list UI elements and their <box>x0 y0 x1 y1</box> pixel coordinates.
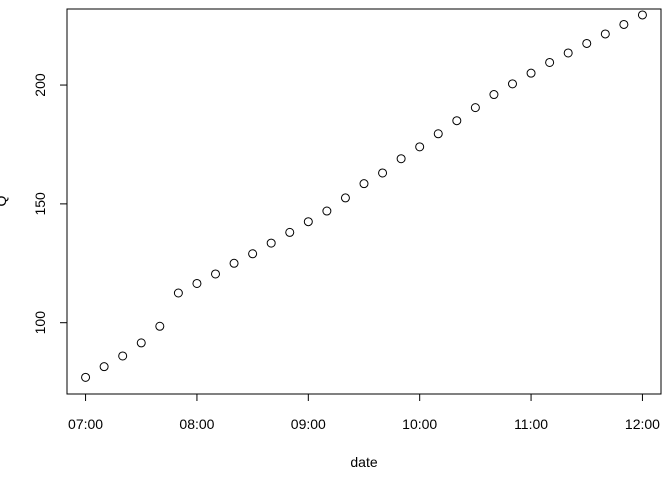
x-tick-label: 07:00 <box>68 416 103 432</box>
data-point <box>378 168 388 178</box>
data-point <box>99 362 109 372</box>
x-tick-label: 09:00 <box>291 416 326 432</box>
x-tick-label: 08:00 <box>179 416 214 432</box>
data-point <box>563 48 573 58</box>
data-points <box>81 10 647 382</box>
data-point <box>285 227 295 237</box>
data-point <box>637 10 647 20</box>
x-axis-label: date <box>350 454 377 470</box>
data-point <box>211 269 220 279</box>
x-tick-label: 12:00 <box>625 416 660 432</box>
data-point <box>303 217 313 227</box>
y-axis: 100 150 200 <box>32 73 68 335</box>
y-axis-label: Q <box>0 195 9 206</box>
x-tick-label: 11:00 <box>514 416 548 432</box>
data-point <box>582 38 592 48</box>
data-point <box>322 206 332 216</box>
data-point <box>619 19 629 29</box>
data-point <box>470 103 480 113</box>
data-point <box>173 288 183 298</box>
data-point <box>600 29 610 39</box>
data-point <box>433 129 443 139</box>
data-point <box>526 68 536 78</box>
data-point <box>155 321 165 331</box>
x-tick-label: 10:00 <box>402 416 437 432</box>
data-point <box>229 258 239 268</box>
data-point <box>81 372 91 382</box>
data-point <box>248 249 258 259</box>
data-point <box>118 351 128 361</box>
plot-frame <box>66 8 662 395</box>
data-point <box>192 278 202 288</box>
data-point <box>396 154 406 164</box>
data-point <box>508 79 517 89</box>
x-axis: 07:00 08:00 09:00 10:00 11:00 12:00 <box>68 393 660 432</box>
data-point <box>415 142 425 152</box>
data-point <box>266 238 276 248</box>
data-point <box>545 57 555 67</box>
data-point <box>136 338 146 348</box>
y-tick-label: 100 <box>32 311 48 335</box>
y-tick-label: 200 <box>32 73 48 97</box>
data-point <box>359 179 369 189</box>
data-point <box>489 90 499 100</box>
data-point <box>340 193 350 203</box>
data-point <box>452 116 462 126</box>
y-tick-label: 150 <box>32 192 48 216</box>
